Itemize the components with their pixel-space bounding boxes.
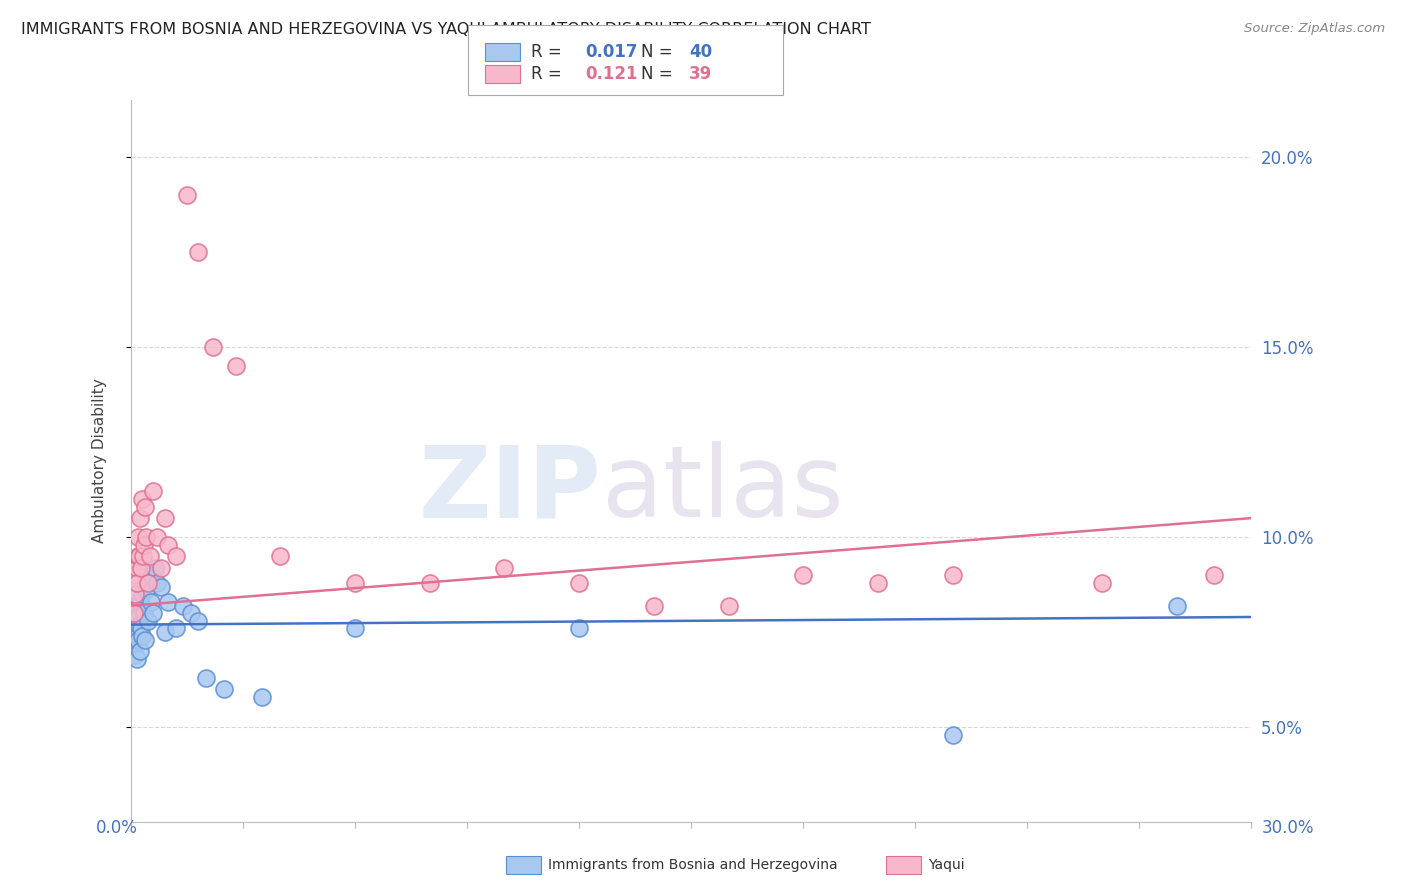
Point	[180, 606, 202, 620]
Point	[149, 580, 172, 594]
Point	[172, 599, 194, 613]
Point	[132, 606, 155, 620]
Point	[717, 599, 740, 613]
Point	[165, 621, 187, 635]
Point	[153, 511, 176, 525]
Point	[568, 621, 591, 635]
Text: ZIP: ZIP	[419, 442, 602, 539]
Point	[136, 614, 159, 628]
Point	[125, 575, 148, 590]
Point	[124, 614, 146, 628]
Point	[165, 549, 187, 563]
Text: N =: N =	[641, 43, 678, 61]
Point	[127, 632, 149, 647]
Point	[131, 629, 153, 643]
Y-axis label: Ambulatory Disability: Ambulatory Disability	[93, 379, 107, 543]
Text: Immigrants from Bosnia and Herzegovina: Immigrants from Bosnia and Herzegovina	[548, 858, 838, 872]
Point	[124, 621, 146, 635]
Point	[194, 671, 217, 685]
Text: 30.0%: 30.0%	[1263, 819, 1315, 837]
Point	[131, 492, 153, 507]
Point	[643, 599, 665, 613]
Text: 39: 39	[689, 65, 713, 83]
Point	[149, 560, 172, 574]
Point	[124, 648, 146, 662]
Point	[153, 625, 176, 640]
Text: 0.0%: 0.0%	[96, 819, 138, 837]
Point	[122, 606, 145, 620]
Point	[135, 530, 157, 544]
Point	[128, 549, 150, 563]
Point	[942, 728, 965, 742]
Point	[250, 690, 273, 704]
Point	[122, 606, 145, 620]
Point	[125, 652, 148, 666]
Point	[142, 606, 165, 620]
Text: N =: N =	[641, 65, 678, 83]
Point	[187, 244, 209, 259]
Point	[127, 549, 149, 563]
Text: 40: 40	[689, 43, 711, 61]
Point	[134, 500, 156, 514]
Text: R =: R =	[531, 65, 568, 83]
Point	[269, 549, 291, 563]
Point	[125, 625, 148, 640]
Point	[136, 575, 159, 590]
Point	[1091, 575, 1114, 590]
Point	[129, 511, 152, 525]
Point	[157, 538, 180, 552]
Point	[1166, 599, 1188, 613]
Point	[419, 575, 441, 590]
Point	[134, 632, 156, 647]
Point	[494, 560, 516, 574]
Point	[128, 617, 150, 632]
Point	[131, 621, 153, 635]
Point	[127, 530, 149, 544]
Text: R =: R =	[531, 43, 568, 61]
Text: 0.121: 0.121	[585, 65, 637, 83]
Point	[146, 530, 169, 544]
Point	[141, 595, 163, 609]
Point	[225, 359, 247, 373]
Point	[187, 614, 209, 628]
Point	[129, 595, 152, 609]
Point	[568, 575, 591, 590]
Point	[127, 610, 149, 624]
Point	[942, 568, 965, 582]
Point	[866, 575, 889, 590]
Point	[157, 595, 180, 609]
Text: IMMIGRANTS FROM BOSNIA AND HERZEGOVINA VS YAQUI AMBULATORY DISABILITY CORRELATIO: IMMIGRANTS FROM BOSNIA AND HERZEGOVINA V…	[21, 22, 870, 37]
Point	[124, 568, 146, 582]
Point	[127, 599, 149, 613]
Point	[176, 187, 198, 202]
Point	[132, 538, 155, 552]
Point	[131, 587, 153, 601]
Point	[138, 549, 160, 563]
Point	[792, 568, 814, 582]
Text: Source: ZipAtlas.com: Source: ZipAtlas.com	[1244, 22, 1385, 36]
Point	[127, 629, 149, 643]
Point	[122, 637, 145, 651]
Text: atlas: atlas	[602, 442, 844, 539]
Point	[202, 340, 225, 354]
Point	[1204, 568, 1226, 582]
Point	[129, 644, 152, 658]
Point	[125, 560, 148, 574]
Point	[214, 682, 236, 697]
Point	[344, 621, 367, 635]
Point	[124, 587, 146, 601]
Point	[146, 575, 169, 590]
Point	[131, 560, 153, 574]
Point	[344, 575, 367, 590]
Text: Yaqui: Yaqui	[928, 858, 965, 872]
Point	[143, 560, 166, 574]
Point	[142, 484, 165, 499]
Point	[138, 568, 160, 582]
Point	[135, 583, 157, 598]
Point	[132, 549, 155, 563]
Text: 0.017: 0.017	[585, 43, 637, 61]
